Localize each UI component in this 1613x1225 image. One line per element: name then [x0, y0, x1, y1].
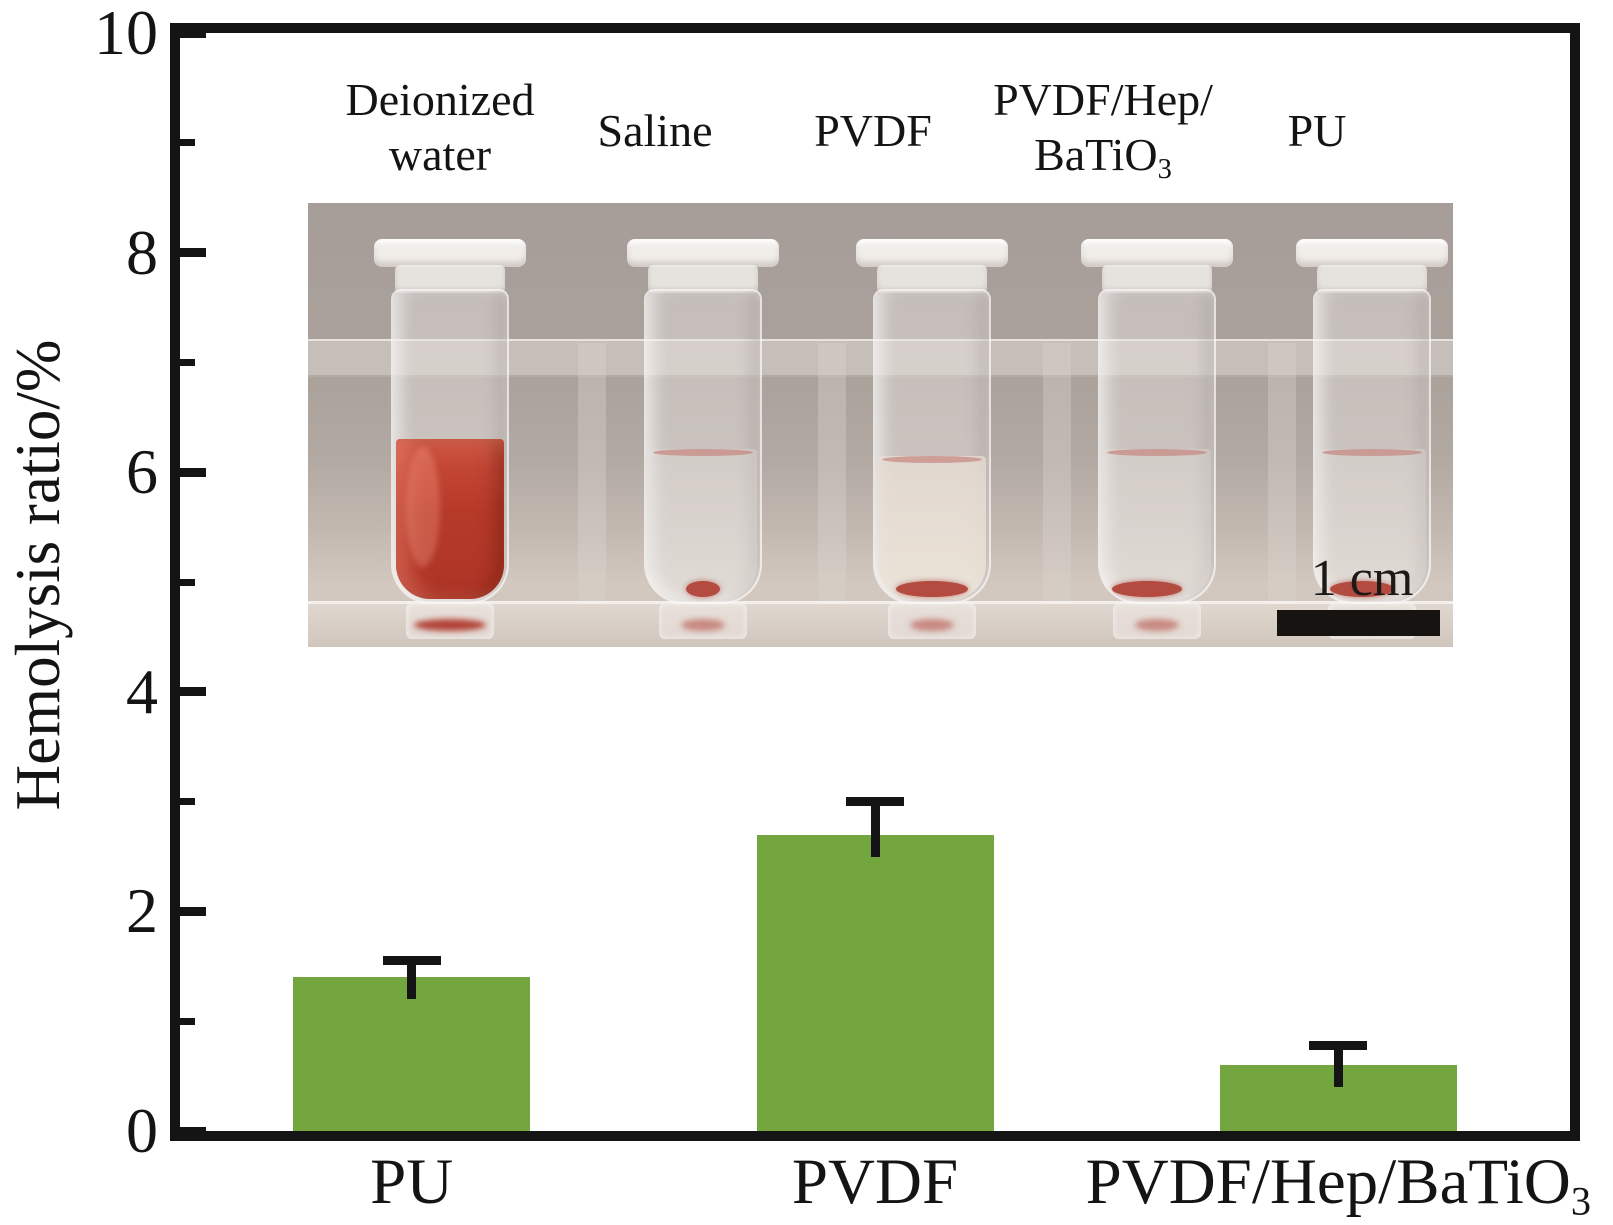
tube-body — [644, 289, 762, 604]
rack-post — [1268, 343, 1296, 605]
y-tick-label: 0 — [126, 1095, 158, 1166]
error-bar-cap — [382, 956, 441, 966]
y-tick-label: 4 — [126, 655, 158, 727]
bar-pu — [293, 977, 531, 1131]
rack-post — [818, 343, 846, 605]
y-major-tick — [180, 248, 206, 258]
error-bar-stem — [1333, 1045, 1343, 1088]
tube-reflection — [414, 619, 486, 631]
bar-pvdf — [756, 834, 994, 1131]
y-major-tick — [180, 906, 206, 916]
red-sediment — [896, 581, 968, 597]
red-sediment — [686, 581, 720, 597]
tube-liquid-red — [396, 439, 504, 599]
tube-cap — [856, 239, 1008, 267]
tube-body — [873, 289, 991, 604]
tube-liquid-clear — [1103, 449, 1211, 599]
liquid-highlight — [406, 447, 440, 567]
tube-cap-collar — [877, 265, 987, 293]
rack-post — [1043, 343, 1071, 605]
tube-body — [1098, 289, 1216, 604]
tube-liquid-clear — [1318, 449, 1426, 599]
error-bar-cap — [1309, 1040, 1368, 1050]
tube-cap — [1081, 239, 1233, 267]
tube-reflection — [910, 619, 954, 631]
scale-bar-label: 1 cm — [1310, 550, 1414, 607]
x-tick-label: PU — [370, 1146, 454, 1218]
tube-label-2: PVDF — [814, 105, 932, 156]
tube-liquid-milky — [878, 456, 986, 599]
tube-cap — [1296, 239, 1448, 267]
tube-reflection — [1135, 619, 1179, 631]
tube-cap-collar — [1102, 265, 1212, 293]
tube-cap-collar — [648, 265, 758, 293]
y-tick-label: 10 — [94, 0, 158, 68]
liquid-meniscus — [882, 456, 982, 463]
tube-body — [391, 289, 509, 604]
tube-cap-collar — [1317, 265, 1427, 293]
tube-label-3: PVDF/Hep/BaTiO3 — [993, 74, 1213, 185]
y-minor-tick — [180, 1017, 195, 1025]
tube-label-0: Deionized water — [345, 74, 535, 180]
tube-label-4: PU — [1287, 105, 1347, 156]
liquid-meniscus — [653, 449, 753, 456]
tube-body — [1313, 289, 1431, 604]
y-major-tick — [180, 28, 206, 38]
inset-photo: 1 cm — [308, 203, 1453, 647]
red-sediment — [1330, 581, 1394, 597]
error-bar-cap — [846, 797, 904, 807]
y-minor-tick — [180, 139, 195, 147]
red-sediment — [1112, 581, 1182, 597]
x-tick-label: PVDF/Hep/BaTiO3 — [1085, 1146, 1592, 1224]
y-tick-label: 8 — [126, 216, 158, 288]
y-minor-tick — [180, 358, 195, 366]
tube-cap-collar — [395, 265, 505, 293]
rack-post — [578, 343, 606, 605]
error-bar-stem — [870, 801, 880, 857]
y-minor-tick — [180, 798, 195, 806]
scale-bar — [1277, 610, 1440, 636]
x-tick-label: PVDF — [791, 1146, 959, 1218]
y-tick-label: 6 — [126, 436, 158, 508]
tube-reflection — [681, 619, 725, 631]
y-major-tick — [180, 1126, 206, 1136]
tube-cap — [374, 239, 526, 267]
plot-frame — [170, 23, 1580, 1141]
error-bar-stem — [407, 960, 417, 1000]
y-major-tick — [180, 687, 206, 697]
tube-cap — [627, 239, 779, 267]
tube-label-1: Saline — [597, 105, 713, 156]
tube-rack-base — [308, 601, 1453, 647]
liquid-meniscus — [1107, 449, 1207, 456]
tube-rack-crossbar — [308, 339, 1453, 377]
liquid-meniscus — [1322, 449, 1422, 456]
y-tick-label: 2 — [126, 875, 158, 947]
y-major-tick — [180, 467, 206, 477]
y-minor-tick — [180, 578, 195, 586]
tube-liquid-clear — [649, 449, 757, 599]
